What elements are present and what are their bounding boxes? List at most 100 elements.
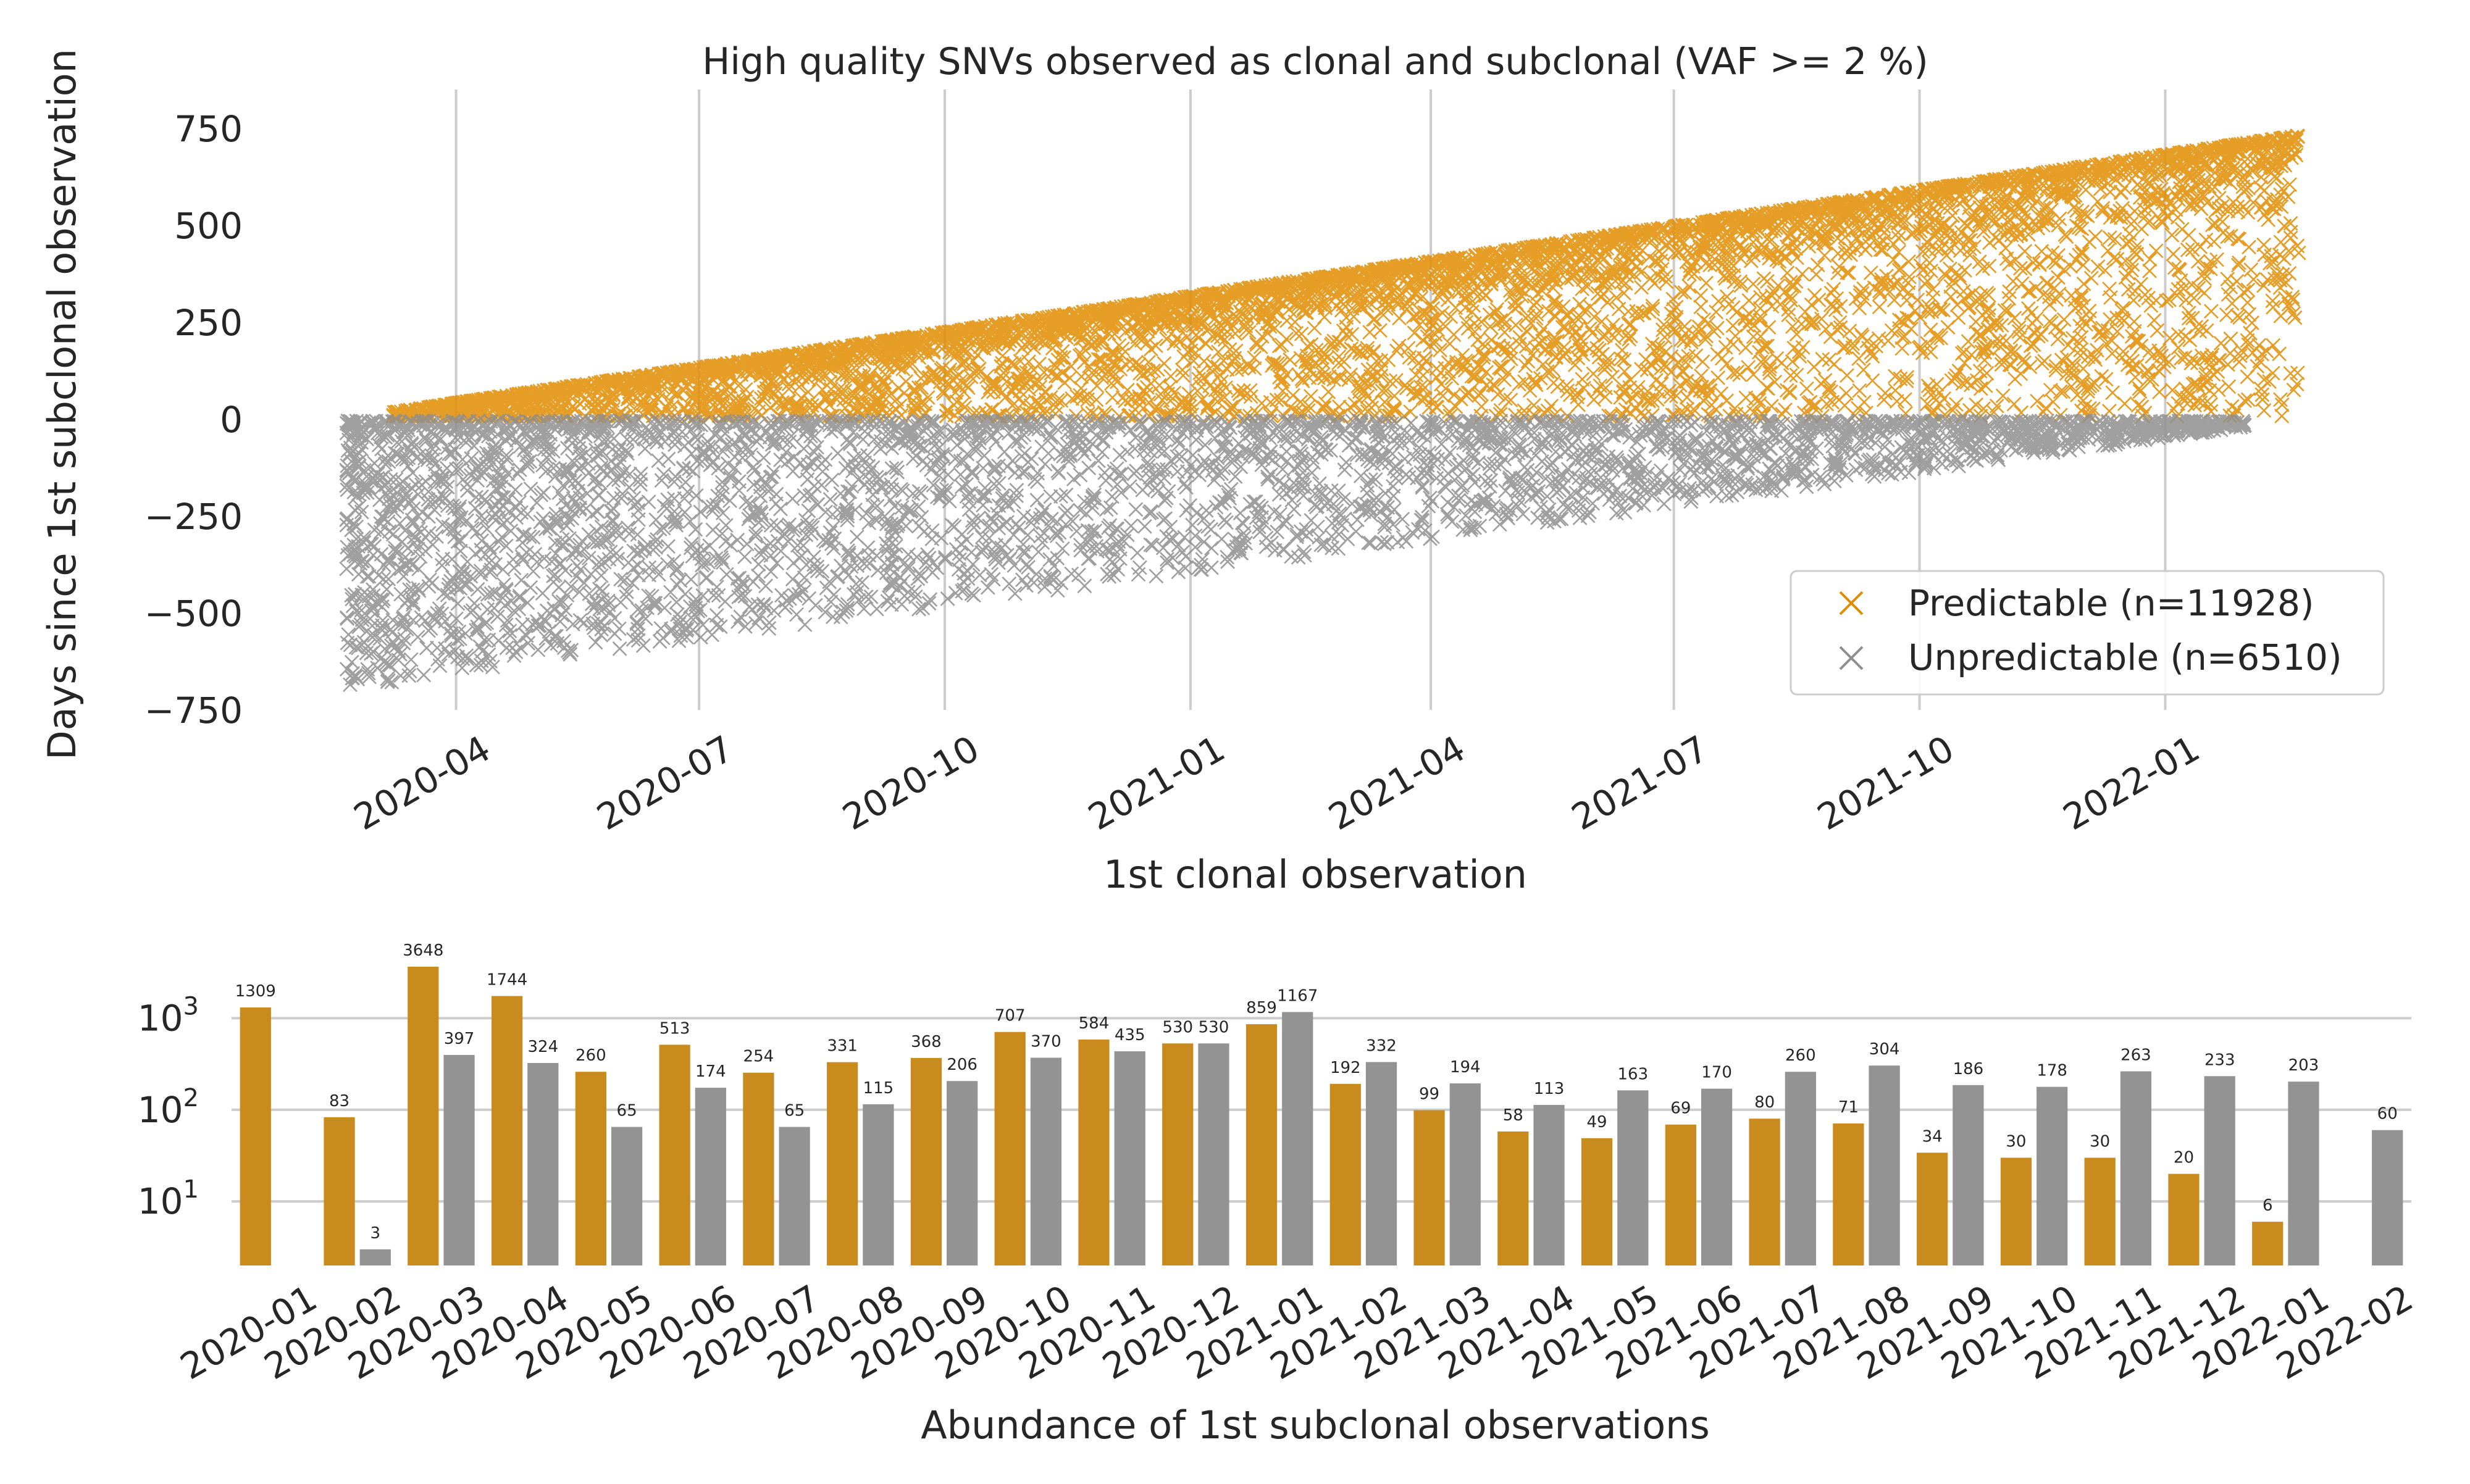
bar-value-label: 6 (2263, 1196, 2273, 1215)
bar-unpredictable (2120, 1071, 2152, 1265)
bar-value-label: 192 (1330, 1059, 1361, 1077)
bar-predictable (2084, 1157, 2116, 1265)
bar-value-label: 304 (1869, 1040, 1900, 1059)
bar-unpredictable (359, 1249, 391, 1265)
scatter-points (339, 128, 2306, 693)
scatter-x-tick-label: 2021-01 (1081, 727, 1232, 838)
bar-unpredictable (1114, 1051, 1145, 1265)
bar-unpredictable (1365, 1062, 1397, 1265)
scatter-x-axis-label: 1st clonal observation (1103, 852, 1527, 897)
bar-value-label: 20 (2174, 1149, 2194, 1167)
bar-unpredictable (1282, 1012, 1313, 1265)
bar-predictable (1162, 1043, 1194, 1265)
bar-unpredictable (2037, 1086, 2068, 1265)
bar-value-label: 368 (911, 1033, 942, 1051)
bar-predictable (743, 1072, 774, 1265)
bar-unpredictable (443, 1054, 475, 1265)
scatter-y-axis-label: Days since 1st subclonal observation (40, 49, 85, 760)
bar-value-label: 1309 (235, 982, 276, 1001)
scatter-x-tick-label: 2022-01 (2056, 727, 2207, 838)
bar-unpredictable (1449, 1083, 1481, 1265)
bar-value-label: 99 (1419, 1085, 1439, 1103)
bar-value-label: 65 (784, 1102, 805, 1120)
unpredictable-points (339, 414, 2252, 693)
bar-value-label: 163 (1617, 1065, 1648, 1083)
bar-value-label: 170 (1701, 1064, 1732, 1082)
bar-y-tick-label: 103 (138, 992, 199, 1039)
bar-predictable (1329, 1083, 1361, 1265)
scatter-y-tick-label: −250 (144, 496, 243, 538)
bar-unpredictable (1198, 1043, 1229, 1265)
scatter-x-tick-label: 2020-07 (590, 727, 740, 838)
bar-value-label: 80 (1754, 1093, 1775, 1112)
bar-predictable (994, 1032, 1026, 1265)
bar-predictable (324, 1117, 355, 1265)
bar-value-label: 263 (2120, 1046, 2151, 1064)
bar-unpredictable (1617, 1090, 1649, 1265)
bar-value-label: 58 (1503, 1106, 1523, 1125)
scatter-y-tick-label: 250 (174, 302, 243, 344)
bar-predictable (408, 966, 439, 1265)
bar-unpredictable (1953, 1085, 1984, 1265)
bar-unpredictable (1533, 1104, 1565, 1265)
bar-predictable (1833, 1123, 1864, 1265)
bar-unpredictable (611, 1127, 643, 1265)
bar-value-label: 324 (527, 1038, 558, 1056)
bar-value-label: 859 (1246, 999, 1277, 1017)
bar-value-label: 260 (576, 1046, 606, 1065)
bar-value-label: 30 (2090, 1132, 2110, 1151)
scatter-x-tick-labels: 2020-04 2020-07 2020-10 2021-01 2021-04 2021-… (347, 727, 2207, 838)
bar-unpredictable (2204, 1076, 2235, 1265)
bar-unpredictable (1869, 1065, 1900, 1265)
bar-unpredictable (527, 1063, 559, 1265)
scatter-y-tick-label: 0 (220, 399, 243, 441)
bar-predictable (240, 1007, 271, 1265)
bar-value-label: 203 (2288, 1056, 2319, 1075)
bar-value-label: 186 (1953, 1060, 1984, 1078)
bar-value-label: 370 (1031, 1032, 1061, 1051)
bar-unpredictable (779, 1127, 810, 1265)
bar-value-label: 530 (1162, 1018, 1193, 1036)
bar-value-label: 530 (1199, 1018, 1229, 1036)
bar-predictable (1245, 1024, 1278, 1265)
bar-predictable (575, 1072, 606, 1265)
bar-value-label: 174 (695, 1062, 726, 1081)
bar-value-label: 194 (1450, 1058, 1481, 1077)
scatter-x-tick-label: 2021-07 (1565, 727, 1715, 838)
bar-unpredictable (695, 1088, 726, 1265)
bar-value-label: 1167 (1277, 986, 1318, 1005)
bar-value-label: 65 (617, 1102, 637, 1120)
bar-unpredictable (2288, 1082, 2319, 1265)
bar-value-label: 584 (1079, 1014, 1110, 1033)
scatter-x-tick-label: 2021-04 (1321, 727, 1472, 838)
bar-value-label: 49 (1587, 1113, 1607, 1132)
bar-value-label: 115 (863, 1079, 894, 1098)
bar-value-label: 260 (1785, 1046, 1816, 1065)
bar-value-label: 513 (659, 1019, 690, 1038)
bar-value-label: 435 (1115, 1026, 1145, 1044)
bar-predictable (2252, 1222, 2284, 1265)
bar-value-label: 707 (995, 1007, 1026, 1025)
bar-gridlines (232, 1017, 2411, 1203)
bar-unpredictable (1030, 1057, 1062, 1265)
bar-value-label: 332 (1366, 1036, 1397, 1055)
bar-value-label: 331 (827, 1037, 858, 1056)
bar-unpredictable (1701, 1088, 1733, 1265)
legend-marker (1839, 646, 1864, 670)
scatter-y-tick-label: −750 (144, 690, 243, 732)
legend-label-unpredictable: Unpredictable (n=6510) (1908, 636, 2342, 678)
bar-predictable (1413, 1110, 1445, 1265)
bar-x-tick-labels: 2020-012020-022020-032020-042020-052020-… (174, 1277, 2420, 1388)
bar-value-label: 113 (1534, 1080, 1565, 1098)
scatter-y-tick-label: 500 (174, 205, 243, 247)
bars (240, 966, 2403, 1265)
bar-predictable (491, 996, 523, 1265)
legend-marker (1839, 591, 1864, 615)
bar-value-label: 206 (947, 1056, 978, 1074)
bar-value-label: 3648 (403, 941, 443, 960)
scatter-x-tick-label: 2020-10 (835, 727, 986, 838)
bar-predictable (1581, 1138, 1613, 1265)
bar-x-axis-label: Abundance of 1st subclonal observations (921, 1403, 1710, 1448)
bar-value-label: 254 (743, 1048, 774, 1066)
bar-predictable (1665, 1124, 1696, 1265)
